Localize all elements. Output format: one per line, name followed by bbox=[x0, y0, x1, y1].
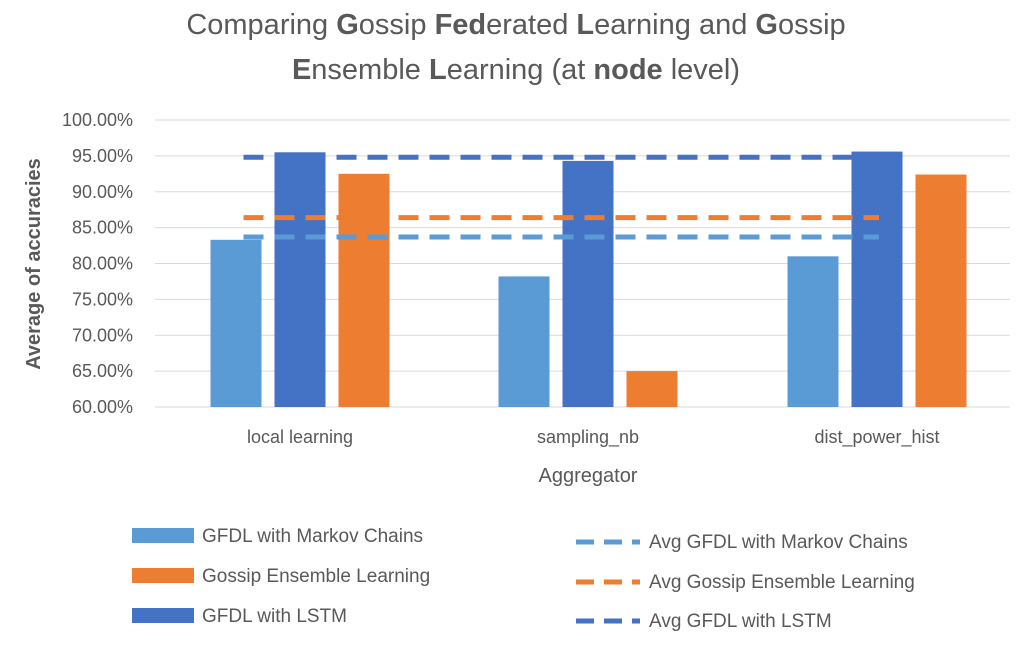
bar-gfdl-with-lstm-dist-power-hist bbox=[851, 151, 903, 407]
bar-series bbox=[210, 151, 967, 407]
y-tick-label: 75.00% bbox=[72, 289, 133, 309]
y-tick-label: 90.00% bbox=[72, 182, 133, 202]
bar-gfdl-with-markov-chains-sampling-nb bbox=[498, 276, 550, 407]
x-tick-label: dist_power_hist bbox=[814, 427, 939, 448]
legend-swatch bbox=[132, 568, 194, 583]
legend-label: Avg Gossip Ensemble Learning bbox=[649, 572, 915, 593]
y-tick-label: 95.00% bbox=[72, 146, 133, 166]
legend-label: Avg GFDL with Markov Chains bbox=[649, 532, 908, 553]
x-axis-ticks: local learning sampling_nb dist_power_hist bbox=[247, 427, 940, 448]
bar-gfdl-with-markov-chains-local-learning bbox=[210, 239, 262, 407]
chart-title-line-2: Ensemble Learning (at node level) bbox=[292, 54, 740, 86]
legend-label: Gossip Ensemble Learning bbox=[202, 566, 430, 587]
legend-label: GFDL with Markov Chains bbox=[202, 526, 423, 547]
y-tick-label: 85.00% bbox=[72, 218, 133, 238]
bar-gossip-ensemble-learning-sampling-nb bbox=[626, 371, 678, 407]
y-axis-label: Average of accuracies bbox=[23, 158, 45, 370]
bar-gfdl-with-markov-chains-dist-power-hist bbox=[787, 256, 839, 407]
y-tick-label: 60.00% bbox=[72, 397, 133, 417]
legend: GFDL with Markov Chains Gossip Ensemble L… bbox=[132, 526, 915, 632]
y-tick-label: 100.00% bbox=[62, 110, 133, 130]
x-axis-label: Aggregator bbox=[539, 465, 638, 487]
legend-swatch bbox=[132, 528, 194, 543]
average-lines bbox=[243, 154, 879, 240]
bar-gfdl-with-lstm-local-learning bbox=[274, 152, 326, 407]
y-tick-label: 70.00% bbox=[72, 325, 133, 345]
chart-title-line-1: Comparing Gossip Federated Learning and … bbox=[186, 9, 845, 41]
x-tick-label: sampling_nb bbox=[537, 427, 639, 448]
bar-gossip-ensemble-learning-local-learning bbox=[338, 173, 390, 407]
y-tick-label: 80.00% bbox=[72, 254, 133, 274]
y-tick-label: 65.00% bbox=[72, 361, 133, 381]
legend-swatch bbox=[132, 608, 194, 623]
legend-label: GFDL with LSTM bbox=[202, 606, 347, 627]
legend-label: Avg GFDL with LSTM bbox=[649, 611, 832, 632]
bar-gossip-ensemble-learning-dist-power-hist bbox=[915, 174, 967, 407]
bar-gfdl-with-lstm-sampling-nb bbox=[562, 160, 614, 407]
y-axis-ticks: 60.00% 65.00% 70.00% 75.00% 80.00% 85.00% 90.0… bbox=[62, 110, 133, 417]
x-tick-label: local learning bbox=[247, 427, 353, 447]
